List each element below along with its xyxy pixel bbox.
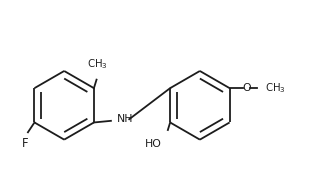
Text: CH$_3$: CH$_3$	[265, 81, 285, 95]
Text: F: F	[22, 137, 29, 150]
Text: HO: HO	[145, 139, 162, 149]
Text: CH$_3$: CH$_3$	[87, 57, 107, 71]
Text: NH: NH	[117, 114, 133, 124]
Text: O: O	[242, 83, 251, 93]
